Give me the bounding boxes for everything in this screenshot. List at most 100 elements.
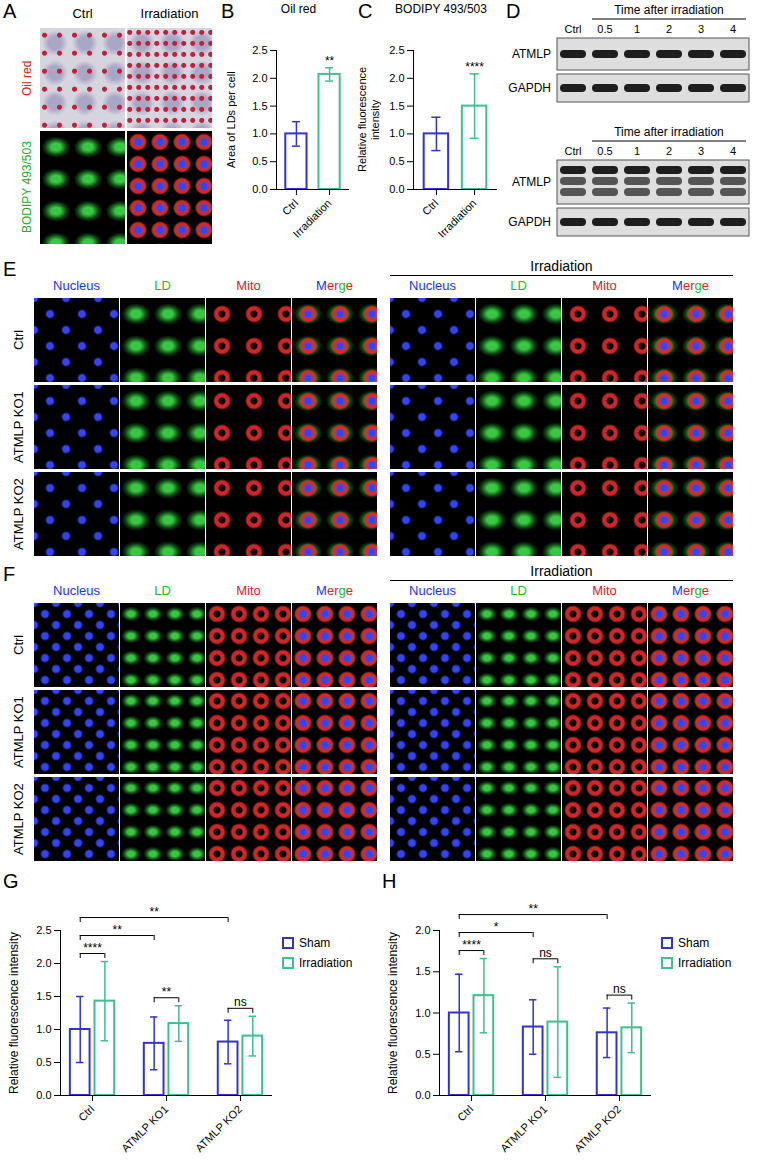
html-text:G: G xyxy=(3,870,19,892)
svg-text:****: **** xyxy=(465,60,484,74)
svg-text:ATMLP KO2: ATMLP KO2 xyxy=(193,1103,244,1154)
svg-text:2.5: 2.5 xyxy=(252,44,267,56)
svg-text:Ctrl: Ctrl xyxy=(455,1103,476,1124)
svg-text:1.0: 1.0 xyxy=(252,127,267,139)
svg-text:**: ** xyxy=(162,985,172,999)
html-text:Ctrl: Ctrl xyxy=(10,634,26,656)
svg-text:0.0: 0.0 xyxy=(389,183,404,195)
html-text:Nucleus: Nucleus xyxy=(53,583,100,598)
html-text:Ctrl: Ctrl xyxy=(72,6,93,21)
svg-text:****: **** xyxy=(462,938,481,952)
svg-text:0.0: 0.0 xyxy=(415,1089,430,1101)
svg-text:0.5: 0.5 xyxy=(597,23,612,35)
html-text:M e r g e: M e r g e xyxy=(316,278,353,293)
html-text:E: E xyxy=(3,258,17,280)
svg-text:ns: ns xyxy=(539,946,552,960)
html-text:ATMLP KO2: ATMLP KO2 xyxy=(10,783,26,855)
svg-text:2: 2 xyxy=(666,145,672,157)
svg-text:Ctrl: Ctrl xyxy=(76,1103,97,1124)
html-text:BODIPY 493/503: BODIPY 493/503 xyxy=(20,141,34,234)
svg-text:1.5: 1.5 xyxy=(252,100,267,112)
svg-text:3: 3 xyxy=(698,145,704,157)
svg-text:ATMLP KO1: ATMLP KO1 xyxy=(498,1103,549,1154)
svg-text:2.5: 2.5 xyxy=(389,44,404,56)
html-text:Nucleus: Nucleus xyxy=(409,278,456,293)
svg-text:ns: ns xyxy=(613,982,626,996)
html-text:Relative fluorescence intensit: Relative fluorescence intensity xyxy=(355,66,381,173)
html-text:Mito: Mito xyxy=(236,278,261,293)
svg-text:2.5: 2.5 xyxy=(36,924,51,936)
html-text:Irradiation: Irradiation xyxy=(140,6,199,21)
html-text:ATMLP KO2: ATMLP KO2 xyxy=(10,478,26,550)
html-text:Oil red: Oil red xyxy=(20,60,34,96)
svg-text:*: * xyxy=(494,920,499,934)
html-text:LD: LD xyxy=(510,278,527,293)
html-text:LD: LD xyxy=(154,583,171,598)
svg-text:**: ** xyxy=(150,905,160,919)
html-text:Relative fluorescence intensit: Relative fluorescence intensity xyxy=(6,931,21,1094)
svg-text:Ctrl: Ctrl xyxy=(280,197,301,218)
svg-text:**: ** xyxy=(113,923,123,937)
svg-text:0.0: 0.0 xyxy=(252,183,267,195)
svg-text:1.0: 1.0 xyxy=(36,1023,51,1035)
svg-text:ATMLP KO2: ATMLP KO2 xyxy=(572,1103,623,1154)
html-text:LD: LD xyxy=(154,278,171,293)
html-text:M e r g e: M e r g e xyxy=(672,278,709,293)
svg-text:4: 4 xyxy=(730,145,736,157)
svg-text:ATMLP: ATMLP xyxy=(512,175,551,189)
svg-text:0.5: 0.5 xyxy=(415,1048,430,1060)
svg-text:1.0: 1.0 xyxy=(415,1007,430,1019)
svg-text:GAPDH: GAPDH xyxy=(508,215,551,229)
svg-text:1.0: 1.0 xyxy=(389,127,404,139)
html-text:M e r g e: M e r g e xyxy=(316,583,353,598)
html-text:Irradiation: Irradiation xyxy=(530,563,593,579)
svg-text:**: ** xyxy=(325,54,335,68)
html-text:Mito: Mito xyxy=(592,278,617,293)
svg-text:Irradiation: Irradiation xyxy=(435,197,478,240)
html-text:Mito: Mito xyxy=(592,583,617,598)
svg-text:**: ** xyxy=(529,902,539,916)
svg-text:2: 2 xyxy=(666,23,672,35)
svg-text:Ctrl: Ctrl xyxy=(564,23,581,35)
svg-text:1.5: 1.5 xyxy=(36,990,51,1002)
svg-text:2.0: 2.0 xyxy=(36,957,51,969)
svg-text:2.0: 2.0 xyxy=(415,924,430,936)
svg-text:1.5: 1.5 xyxy=(389,100,404,112)
html-text:H: H xyxy=(382,870,397,892)
html-text:A: A xyxy=(3,0,17,22)
svg-text:0.5: 0.5 xyxy=(389,155,404,167)
svg-text:Time after irradiation: Time after irradiation xyxy=(614,125,724,139)
html-text:M e r g e: M e r g e xyxy=(672,583,709,598)
svg-text:2.0: 2.0 xyxy=(389,72,404,84)
html-text:ATMLP KO1: ATMLP KO1 xyxy=(10,696,26,768)
svg-text:****: **** xyxy=(83,941,102,955)
html-text:Mito: Mito xyxy=(236,583,261,598)
svg-text:GAPDH: GAPDH xyxy=(508,81,551,95)
svg-text:0.5: 0.5 xyxy=(252,155,267,167)
svg-text:0.5: 0.5 xyxy=(36,1056,51,1068)
html-text:Irradiation: Irradiation xyxy=(530,258,593,274)
svg-text:1: 1 xyxy=(634,23,640,35)
svg-text:1.5: 1.5 xyxy=(415,965,430,977)
svg-text:0.0: 0.0 xyxy=(36,1089,51,1101)
html-text:ATMLP KO1: ATMLP KO1 xyxy=(10,391,26,463)
svg-text:1: 1 xyxy=(634,145,640,157)
svg-text:0.5: 0.5 xyxy=(597,145,612,157)
html-text:Relative fluorescence intensit: Relative fluorescence intensity xyxy=(385,931,400,1094)
svg-text:3: 3 xyxy=(698,23,704,35)
html-text:Nucleus: Nucleus xyxy=(53,278,100,293)
svg-text:Ctrl: Ctrl xyxy=(564,145,581,157)
svg-text:Irradiation: Irradiation xyxy=(290,197,333,240)
svg-text:Ctrl: Ctrl xyxy=(420,197,441,218)
html-text:Ctrl: Ctrl xyxy=(10,329,26,351)
svg-text:4: 4 xyxy=(730,23,736,35)
svg-text:2.0: 2.0 xyxy=(252,72,267,84)
html-text:LD: LD xyxy=(510,583,527,598)
svg-text:ns: ns xyxy=(234,995,247,1009)
svg-text:Time after irradiation: Time after irradiation xyxy=(614,3,724,17)
svg-text:ATMLP KO1: ATMLP KO1 xyxy=(119,1103,170,1154)
html-text:D: D xyxy=(506,0,521,22)
svg-text:ATMLP: ATMLP xyxy=(512,47,551,61)
html-text:C: C xyxy=(358,0,373,22)
html-text:Nucleus: Nucleus xyxy=(409,583,456,598)
